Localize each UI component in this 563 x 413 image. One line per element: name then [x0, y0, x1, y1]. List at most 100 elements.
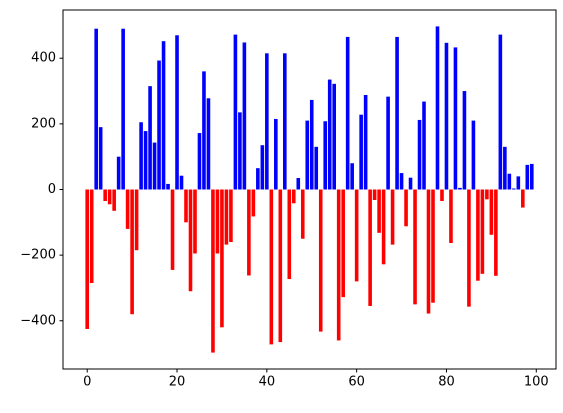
- bar: [238, 112, 242, 190]
- bar: [188, 189, 193, 292]
- bar: [229, 189, 233, 243]
- bar: [458, 187, 462, 190]
- bar: [242, 42, 247, 190]
- bar: [512, 188, 516, 190]
- bar: [269, 189, 274, 345]
- bar: [202, 71, 206, 190]
- bar: [413, 189, 417, 305]
- bar: [211, 189, 215, 353]
- bar: [444, 42, 449, 190]
- y-tick-label: 200: [31, 116, 56, 131]
- bar: [116, 156, 121, 190]
- bar: [485, 189, 489, 200]
- bar: [251, 189, 256, 217]
- bar: [476, 189, 480, 281]
- bar: [386, 96, 390, 190]
- bar: [399, 173, 404, 190]
- bar: [193, 189, 197, 254]
- bar: [435, 26, 440, 190]
- bar: [300, 189, 305, 239]
- bar: [143, 131, 148, 190]
- x-tick-label: 80: [438, 375, 455, 390]
- y-tick-label: −200: [20, 248, 56, 263]
- bar: [417, 119, 422, 190]
- bar: [503, 146, 507, 190]
- bar: [89, 189, 94, 284]
- bar: [148, 86, 152, 190]
- bar: [426, 189, 431, 314]
- x-tick-label: 60: [348, 375, 365, 390]
- y-tick-label: −400: [20, 313, 56, 328]
- bar: [507, 173, 512, 190]
- bar: [265, 53, 269, 190]
- bar: [206, 98, 211, 190]
- bar: [521, 189, 525, 208]
- bar: [471, 120, 476, 190]
- bar: [161, 41, 166, 190]
- bar: [323, 121, 328, 190]
- bar: [381, 189, 386, 265]
- bar: [449, 189, 453, 243]
- bar: [197, 133, 202, 190]
- bar: [529, 163, 534, 190]
- bar: [305, 120, 310, 190]
- bar: [309, 99, 314, 190]
- bar: [85, 189, 90, 329]
- bar: [260, 145, 265, 190]
- bar: [134, 189, 139, 251]
- x-tick-label: 100: [524, 375, 549, 390]
- bar: [233, 34, 238, 190]
- bar: [287, 189, 292, 280]
- bar: [327, 79, 332, 190]
- bar: [462, 91, 467, 190]
- bar: [274, 118, 278, 190]
- bar: [256, 168, 260, 190]
- bar: [157, 60, 161, 190]
- bar: [314, 146, 319, 190]
- bar: [125, 189, 130, 229]
- x-tick-label: 0: [83, 375, 91, 390]
- bar: [121, 28, 125, 190]
- bar: [179, 175, 184, 190]
- bar: [372, 189, 377, 201]
- bar: [377, 189, 381, 233]
- bar: [94, 28, 98, 190]
- bar: [98, 127, 103, 190]
- bar: [220, 189, 224, 328]
- bar: [130, 189, 134, 315]
- bar: [215, 189, 220, 254]
- bar: [498, 34, 503, 190]
- bar: [341, 189, 345, 298]
- bar: [350, 163, 354, 190]
- bar: [175, 35, 179, 190]
- bar: [390, 189, 395, 245]
- bar: [296, 178, 301, 190]
- bar: [224, 189, 229, 245]
- bar: [247, 189, 251, 276]
- bar: [440, 189, 444, 201]
- x-tick-label: 20: [169, 375, 186, 390]
- bar: [278, 189, 283, 343]
- bar: [363, 94, 368, 190]
- bar: [480, 189, 485, 274]
- bar: [431, 189, 435, 303]
- y-tick-label: 400: [31, 51, 56, 66]
- bar: [489, 189, 494, 235]
- bar: [332, 83, 336, 190]
- bar: [525, 164, 530, 190]
- bar: [291, 189, 296, 204]
- bar: [139, 122, 143, 190]
- bar: [516, 176, 521, 190]
- bar: [395, 36, 399, 190]
- y-tick-label: 0: [48, 182, 56, 197]
- bar: [453, 47, 458, 190]
- bar: [422, 101, 426, 190]
- x-tick-label: 40: [259, 375, 276, 390]
- bar: [354, 189, 359, 282]
- bar: [184, 189, 188, 223]
- bar: [112, 189, 116, 211]
- bar: [408, 177, 413, 190]
- bar: [103, 189, 107, 201]
- bar: [170, 189, 175, 270]
